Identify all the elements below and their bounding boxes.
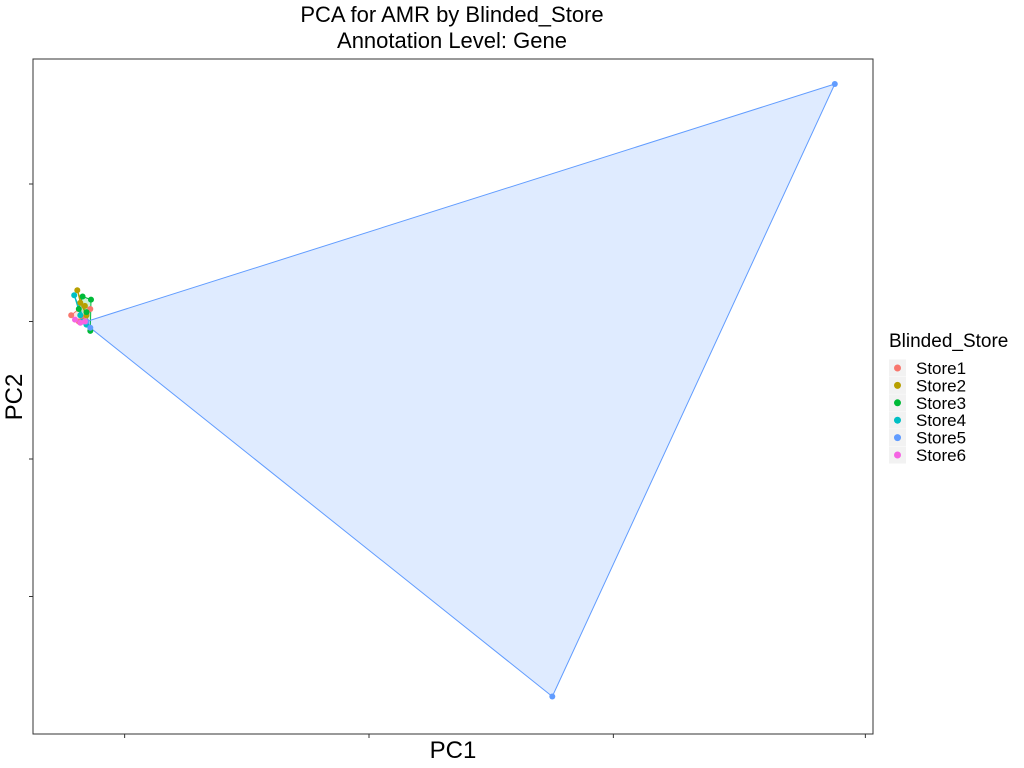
legend-item-store5: Store5 bbox=[889, 429, 966, 448]
legend-label-store4: Store4 bbox=[916, 411, 966, 430]
plot-panel-border bbox=[32, 58, 874, 735]
legend-item-store4: Store4 bbox=[889, 411, 966, 430]
legend-marker-store6 bbox=[894, 451, 901, 459]
legend-label-store3: Store3 bbox=[916, 394, 966, 413]
legend-label-store2: Store2 bbox=[916, 376, 966, 395]
point-layer bbox=[68, 81, 838, 700]
legend-label-store5: Store5 bbox=[916, 429, 966, 448]
point-store5-2 bbox=[549, 693, 556, 700]
legend-label-store6: Store6 bbox=[916, 446, 966, 465]
legend: Blinded_Store Store1Store2Store3Store4St… bbox=[889, 331, 1008, 465]
y-axis-ticks bbox=[29, 183, 33, 597]
legend-marker-store5 bbox=[894, 434, 901, 442]
point-store4-1 bbox=[71, 292, 78, 299]
point-store6-3 bbox=[81, 318, 88, 325]
legend-item-store2: Store2 bbox=[889, 376, 966, 395]
point-store2-2 bbox=[77, 299, 84, 306]
point-store3-2 bbox=[88, 296, 94, 303]
plot-area bbox=[68, 81, 838, 700]
point-store6-1 bbox=[72, 316, 78, 323]
legend-marker-store1 bbox=[894, 364, 901, 372]
x-axis-title: PC1 bbox=[430, 737, 477, 764]
legend-item-store3: Store3 bbox=[889, 394, 966, 413]
point-store5-3 bbox=[87, 324, 94, 331]
point-store3-5 bbox=[83, 309, 90, 316]
y-axis-title: PC2 bbox=[1, 374, 28, 421]
chart-subtitle: Annotation Level: Gene bbox=[337, 28, 567, 53]
point-store3-4 bbox=[75, 306, 82, 312]
legend-marker-store3 bbox=[894, 399, 901, 407]
point-store1-1 bbox=[68, 312, 75, 319]
point-store5-1 bbox=[831, 81, 838, 87]
legend-item-store1: Store1 bbox=[889, 359, 966, 378]
legend-title: Blinded_Store bbox=[889, 331, 1008, 352]
legend-item-store6: Store6 bbox=[889, 446, 966, 465]
chart-title: PCA for AMR by Blinded_Store bbox=[300, 2, 603, 27]
x-axis-ticks bbox=[124, 734, 866, 738]
hull-store5 bbox=[86, 83, 836, 697]
point-store4-2 bbox=[77, 312, 84, 319]
legend-label-store1: Store1 bbox=[916, 359, 966, 378]
legend-marker-store2 bbox=[894, 381, 901, 389]
legend-marker-store4 bbox=[894, 416, 901, 424]
point-store2-4 bbox=[81, 302, 88, 309]
point-store6-2 bbox=[77, 319, 84, 326]
point-store2-1 bbox=[74, 287, 81, 294]
point-store3-1 bbox=[79, 293, 86, 300]
hull-layer bbox=[70, 83, 836, 697]
